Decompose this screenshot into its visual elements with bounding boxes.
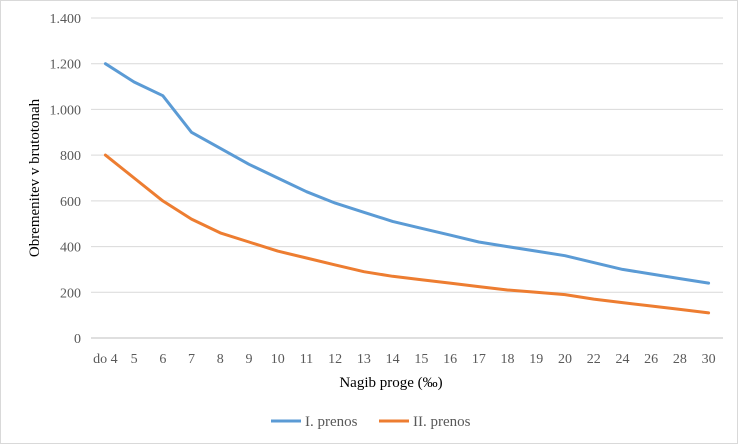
x-tick-label: 9 (246, 352, 253, 367)
series-lines (103, 62, 711, 315)
x-tick-label: 11 (300, 352, 313, 367)
y-tick-label: 1.000 (50, 103, 82, 118)
x-tick-label: 5 (131, 352, 138, 367)
series-line-1 (103, 62, 711, 285)
y-axis-title: Obremenitev v brutotonah (27, 98, 43, 257)
y-tick-label: 200 (60, 286, 81, 301)
x-tick-label: 22 (587, 352, 601, 367)
x-axis-tick-labels: do 4 5 6 7 8 9 10 11 12 13 14 15 16 17 18 19 20 22 24 26 28 3… (93, 352, 716, 367)
gridlines (91, 17, 723, 339)
y-tick-label: 0 (74, 332, 81, 347)
x-tick-label: 19 (529, 352, 543, 367)
x-tick-label: 10 (271, 352, 285, 367)
y-tick-label: 800 (60, 149, 81, 164)
legend-label-1: I. prenos (305, 414, 358, 430)
legend-label-2: II. prenos (413, 414, 471, 430)
x-tick-label: 15 (414, 352, 428, 367)
x-tick-label: 28 (673, 352, 687, 367)
y-tick-label: 1.400 (50, 12, 82, 27)
x-tick-label: 26 (644, 352, 658, 367)
y-tick-label: 400 (60, 241, 81, 256)
x-tick-label: do 4 (93, 352, 118, 367)
x-tick-label: 18 (501, 352, 515, 367)
x-tick-label: 24 (615, 352, 629, 367)
x-tick-label: 6 (159, 352, 166, 367)
x-tick-label: 17 (472, 352, 486, 367)
y-tick-label: 1.200 (50, 58, 82, 73)
x-tick-label: 7 (188, 352, 195, 367)
x-axis-title: Nagib proge (‰) (339, 375, 442, 391)
y-axis-tick-labels: 0 200 400 600 800 1.000 1.200 1.400 (50, 12, 82, 347)
x-tick-label: 14 (386, 352, 400, 367)
x-tick-label: 13 (357, 352, 371, 367)
x-tick-label: 20 (558, 352, 572, 367)
legend: I. prenos II. prenos (271, 414, 471, 430)
x-tick-label: 16 (443, 352, 457, 367)
x-tick-label: 12 (328, 352, 342, 367)
x-tick-label: 8 (217, 352, 224, 367)
y-tick-label: 600 (60, 195, 81, 210)
series-line-2 (103, 153, 711, 315)
x-tick-label: 30 (702, 352, 716, 367)
